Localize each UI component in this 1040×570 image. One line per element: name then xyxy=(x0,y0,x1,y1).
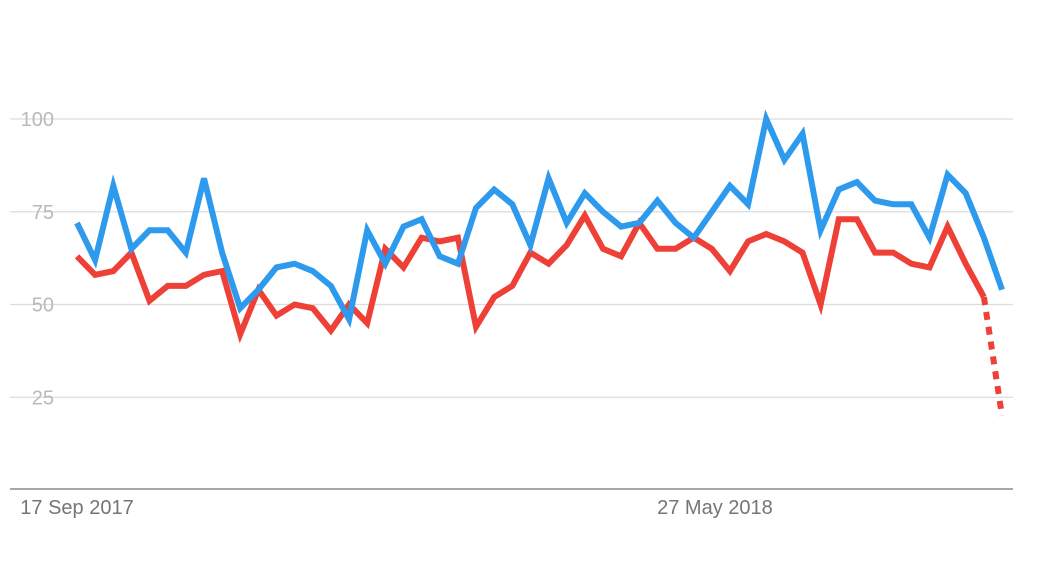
y-tick-label: 25 xyxy=(32,387,54,409)
series-lines xyxy=(74,109,1005,417)
y-tick-label: 50 xyxy=(32,295,54,317)
series-line-2 xyxy=(74,209,987,344)
x-axis-ticks: 17 Sep 2017 27 May 2018 xyxy=(20,497,772,519)
series-line-1 xyxy=(74,109,1005,328)
gridlines xyxy=(10,118,1013,398)
x-tick-label: 17 Sep 2017 xyxy=(20,497,133,519)
x-tick-label: 27 May 2018 xyxy=(657,497,773,519)
series-line-2-partial xyxy=(980,296,1005,417)
y-tick-label: 75 xyxy=(32,202,54,224)
y-axis-ticks: 100 75 50 25 xyxy=(21,109,54,409)
y-tick-label: 100 xyxy=(21,109,54,131)
